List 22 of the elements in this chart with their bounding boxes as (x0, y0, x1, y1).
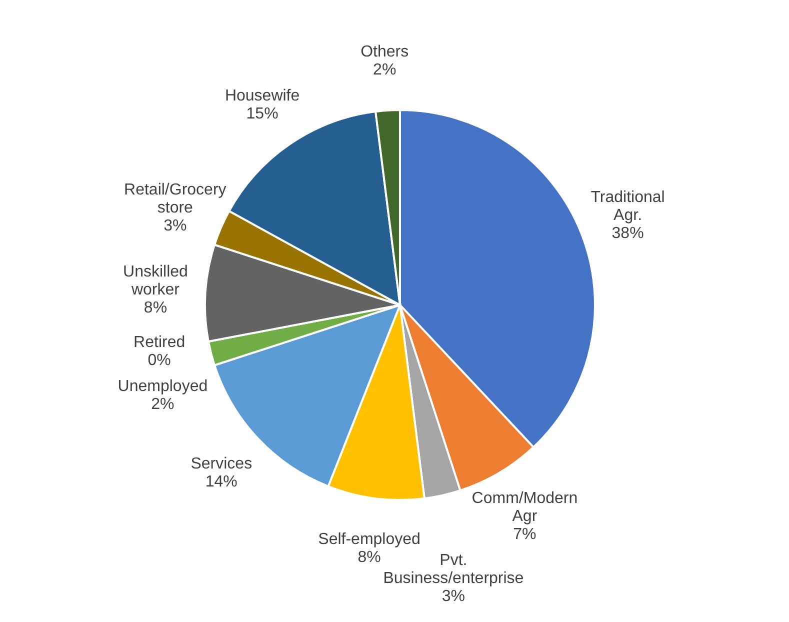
slice-label: Traditional Agr. (590, 188, 665, 224)
data-label: 15% (246, 105, 278, 122)
data-label: 38% (612, 224, 644, 242)
slice-label: Comm/Modern Agr (472, 490, 578, 525)
data-label: 7% (513, 526, 536, 543)
data-label: 2% (373, 61, 396, 78)
data-label: 2% (151, 396, 174, 413)
text: 0% (148, 352, 171, 369)
slice-label: Pvt. Business/enterprise (383, 552, 524, 587)
data-label: 8% (144, 300, 168, 317)
data-label: 3% (164, 218, 187, 235)
slice-label: Unskilled worker (123, 264, 188, 299)
slice-label: Unemployed (118, 378, 208, 395)
data-label: 3% (442, 588, 466, 605)
category-label: Retired (134, 334, 186, 351)
data-label: 14% (205, 474, 238, 491)
slice-label: Services (190, 456, 252, 473)
slice-label: Retail/Grocery store (124, 182, 226, 217)
slice-label: Housewife (224, 87, 300, 104)
slice-label: Others (360, 43, 409, 60)
data-label: 8% (358, 549, 381, 566)
slice-label: Self-employed (318, 531, 420, 548)
